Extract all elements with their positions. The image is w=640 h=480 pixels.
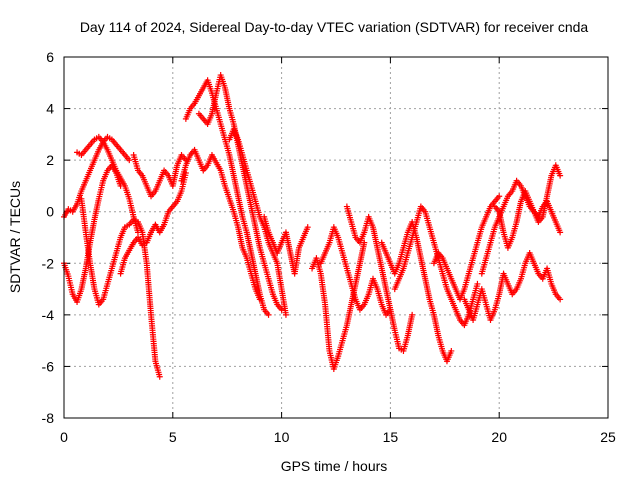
- data-point: [557, 172, 564, 179]
- data-point: [474, 280, 481, 287]
- x-tick-label: 20: [491, 429, 507, 445]
- series-track-m: [317, 224, 394, 318]
- data-point: [126, 157, 133, 164]
- x-axis-label: GPS time / hours: [281, 458, 388, 474]
- series-track-p: [391, 203, 481, 329]
- y-tick-labels: -8 -6 -4 -2 0 2 4 6: [42, 49, 55, 426]
- series-track-e: [117, 170, 189, 277]
- x-tick-label: 0: [60, 429, 68, 445]
- data-point: [409, 311, 416, 318]
- y-tick-label: -4: [42, 307, 55, 323]
- y-tick-label: -8: [42, 410, 55, 426]
- data-point: [304, 224, 311, 231]
- series-track-l: [309, 239, 368, 373]
- series-track-q: [430, 193, 503, 303]
- data-point: [156, 373, 163, 380]
- x-tick-label: 15: [383, 429, 399, 445]
- x-tick-label: 25: [600, 429, 616, 445]
- chart-title: Day 114 of 2024, Sidereal Day-to-day VTE…: [80, 19, 589, 35]
- data-point: [496, 193, 503, 200]
- y-tick-label: 6: [46, 49, 54, 65]
- series-track-f: [130, 151, 189, 200]
- data-point: [265, 311, 272, 318]
- y-tick-label: 4: [46, 101, 54, 117]
- series-track-t: [491, 162, 564, 251]
- data-point: [282, 311, 289, 318]
- data-point: [448, 347, 455, 354]
- data-points: [61, 72, 564, 380]
- x-tick-labels: 0 5 10 15 20 25: [60, 429, 616, 445]
- series-track-k: [261, 213, 311, 277]
- axis-ticks: [63, 56, 609, 419]
- data-point: [278, 306, 285, 313]
- x-tick-label: 5: [169, 429, 177, 445]
- plot-frame: [63, 56, 609, 419]
- series-track-b: [61, 162, 124, 305]
- y-tick-label: -6: [42, 358, 55, 374]
- series-track-g: [178, 146, 263, 303]
- series-track-h: [182, 77, 272, 318]
- y-axis-label: SDTVAR / TECUs: [7, 181, 23, 293]
- x-tick-label: 10: [274, 429, 290, 445]
- series-track-i: [195, 72, 285, 313]
- data-point: [557, 296, 564, 303]
- series-track-j: [226, 126, 289, 318]
- y-tick-label: 0: [46, 204, 54, 220]
- data-point: [557, 229, 564, 236]
- y-tick-label: -2: [42, 255, 55, 271]
- series-track-r: [461, 249, 564, 324]
- y-tick-label: 2: [46, 152, 54, 168]
- series-track-n: [343, 203, 416, 354]
